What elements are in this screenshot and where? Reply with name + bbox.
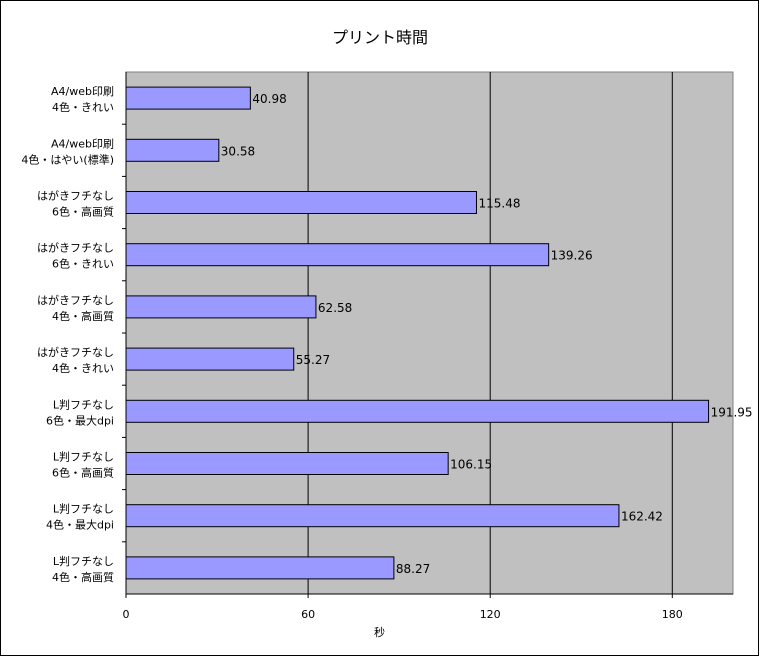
category-label: 6色・きれい: [52, 257, 114, 271]
category-label: L判フチなし: [53, 503, 114, 516]
category-label: はがきフチなし: [37, 241, 114, 255]
data-label: 106.15: [450, 458, 492, 472]
category-label: 4色・きれい: [52, 361, 114, 375]
data-label: 139.26: [551, 249, 593, 263]
category-label: A4/web印刷: [51, 85, 114, 98]
category-label: はがきフチなし: [37, 345, 114, 359]
data-label: 162.42: [621, 510, 663, 524]
bar: [125, 347, 295, 371]
category-label: 4色・高画質: [52, 570, 114, 584]
category-label: はがきフチなし: [37, 189, 114, 203]
category-label: 4色・きれい: [52, 100, 114, 114]
x-axis-title: 秒: [374, 625, 385, 639]
bar: [125, 504, 620, 528]
x-tick-label: 180: [662, 608, 683, 621]
category-label: L判フチなし: [53, 451, 114, 464]
data-label: 191.95: [711, 405, 753, 419]
bar: [125, 138, 220, 162]
x-tick-label: 0: [123, 608, 130, 621]
bar: [125, 556, 395, 580]
category-label: はがきフチなし: [37, 293, 114, 307]
bar: [125, 243, 550, 267]
x-tick-label: 60: [301, 608, 315, 621]
x-tick-label: 120: [480, 608, 501, 621]
bar: [125, 295, 317, 319]
chart-title: プリント時間: [331, 28, 428, 47]
bar: [125, 86, 251, 110]
bar: [125, 399, 710, 423]
category-label: L判フチなし: [53, 398, 114, 411]
data-label: 62.58: [318, 301, 352, 315]
category-label: 6色・高画質: [52, 205, 114, 219]
category-label: 4色・高画質: [52, 309, 114, 323]
data-label: 40.98: [252, 92, 286, 106]
category-label: 6色・高画質: [52, 466, 114, 480]
category-label: 4色・最大dpi: [46, 518, 114, 532]
data-label: 30.58: [221, 144, 255, 158]
data-label: 115.48: [478, 197, 520, 211]
bar: [125, 191, 477, 214]
data-label: 88.27: [396, 562, 430, 576]
category-label: 6色・最大dpi: [46, 413, 114, 427]
bar: [125, 452, 449, 475]
data-label: 55.27: [296, 353, 330, 367]
category-label: L判フチなし: [53, 555, 114, 568]
category-label: A4/web印刷: [51, 137, 114, 150]
category-label: 4色・はやい(標準): [21, 152, 114, 166]
